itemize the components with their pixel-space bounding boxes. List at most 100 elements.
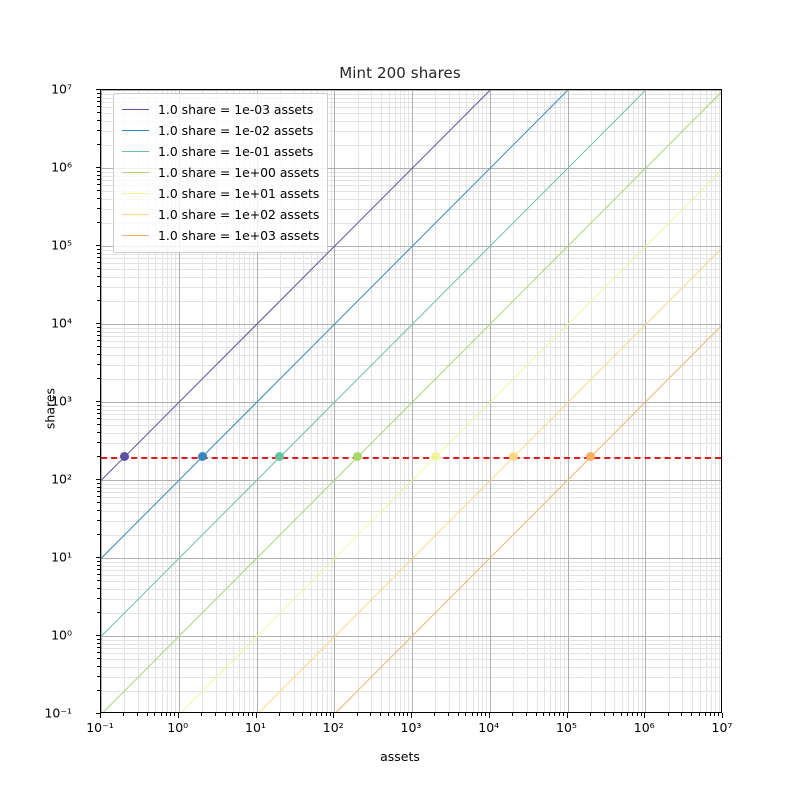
gridline-minor-y (101, 121, 721, 123)
y-tick-minor (97, 170, 100, 172)
x-tick-minor (302, 713, 304, 716)
gridline-minor-x (692, 90, 694, 712)
data-marker-0[interactable] (119, 452, 129, 462)
y-tick-minor (97, 574, 100, 576)
y-tick-major (95, 245, 100, 246)
data-marker-1[interactable] (197, 452, 207, 462)
legend-swatch-icon (122, 109, 149, 110)
x-tick-minor (170, 713, 172, 716)
x-tick-label: 10⁴ (478, 720, 500, 735)
y-tick-minor (97, 666, 100, 668)
gridline-minor-x (166, 90, 168, 712)
y-tick-minor (97, 299, 100, 301)
x-tick-label: 10⁷ (711, 720, 733, 735)
x-tick-minor (123, 713, 125, 716)
gridline-minor-y (101, 286, 721, 288)
gridline-minor-x (388, 90, 390, 712)
y-tick-minor (97, 101, 100, 103)
x-tick-minor (329, 713, 331, 716)
legend[interactable]: 1.0 share = 1e-03 assets 1.0 share = 1e-0… (113, 93, 329, 253)
y-tick-label: 10⁻¹ (44, 705, 72, 721)
gridline-minor-x (536, 90, 538, 712)
y-tick-minor (97, 418, 100, 420)
data-marker-3[interactable] (353, 452, 363, 462)
x-tick-minor (535, 713, 537, 716)
legend-item-4[interactable]: 1.0 share = 1e+01 assets (122, 183, 319, 204)
y-tick-minor (97, 276, 100, 278)
x-tick-minor (278, 713, 280, 716)
gridline-major-x (334, 90, 336, 712)
y-tick-minor (97, 441, 100, 443)
gridline-minor-x (550, 90, 552, 712)
gridline-minor-y (101, 598, 721, 600)
gridline-minor-x (668, 90, 670, 712)
gridline-minor-y (101, 102, 721, 104)
gridline-minor-y (101, 511, 721, 513)
legend-item-6[interactable]: 1.0 share = 1e+03 assets (122, 225, 319, 246)
data-marker-6[interactable] (586, 452, 596, 462)
gridline-minor-x (705, 90, 707, 712)
gridline-minor-x (710, 90, 712, 712)
data-marker-5[interactable] (508, 452, 518, 462)
gridline-minor-y (101, 253, 721, 255)
y-tick-minor (97, 257, 100, 259)
plot-area[interactable] (100, 89, 722, 713)
data-marker-4[interactable] (430, 452, 440, 462)
x-tick-minor (525, 713, 527, 716)
y-tick-major (95, 713, 100, 714)
x-tick-minor (667, 713, 669, 716)
x-tick-minor (627, 713, 628, 716)
x-tick-minor (238, 713, 240, 716)
y-tick-minor (97, 597, 100, 599)
y-tick-minor (97, 408, 100, 410)
legend-swatch-icon (122, 193, 149, 194)
x-tick-minor (471, 713, 473, 716)
x-tick-minor (709, 713, 711, 716)
data-marker-2[interactable] (275, 452, 285, 462)
y-tick-minor (97, 285, 100, 287)
gridline-minor-y (101, 185, 721, 187)
gridline-minor-y (101, 336, 721, 338)
legend-item-0[interactable]: 1.0 share = 1e-03 assets (122, 99, 319, 120)
x-tick-minor (387, 713, 389, 716)
gridline-minor-y (101, 191, 721, 193)
y-tick-minor (97, 346, 100, 348)
legend-item-5[interactable]: 1.0 share = 1e+02 assets (122, 204, 319, 225)
gridline-minor-y (101, 497, 721, 499)
x-tick-minor (589, 713, 591, 716)
x-tick-major (177, 713, 179, 718)
y-tick-minor (97, 486, 100, 488)
x-tick-minor (465, 713, 467, 716)
x-tick-minor (403, 713, 405, 716)
x-tick-minor (434, 713, 436, 716)
y-tick-minor (97, 92, 100, 94)
x-tick-major (488, 713, 490, 718)
legend-item-3[interactable]: 1.0 share = 1e+00 assets (122, 162, 319, 183)
legend-item-2[interactable]: 1.0 share = 1e-01 assets (122, 141, 319, 162)
y-tick-minor (97, 502, 100, 504)
gridline-minor-x (628, 90, 629, 712)
plot-inner (101, 90, 721, 712)
y-tick-minor (97, 248, 100, 250)
y-tick-major (95, 479, 100, 480)
x-tick-major (722, 713, 723, 718)
x-tick-label: 10³ (400, 720, 422, 735)
x-tick-minor (165, 713, 167, 716)
gridline-minor-x (357, 90, 359, 712)
legend-item-label: 1.0 share = 1e-02 assets (158, 123, 314, 138)
legend-item-1[interactable]: 1.0 share = 1e-02 assets (122, 120, 319, 141)
gridline-minor-x (486, 90, 488, 712)
gridline-minor-y (101, 208, 721, 210)
gridline-minor-y (101, 433, 721, 435)
gridline-minor-x (171, 90, 173, 712)
gridline-minor-y (101, 405, 721, 407)
gridline-minor-x (399, 90, 401, 712)
y-tick-minor (97, 120, 100, 122)
gridline-minor-y (101, 425, 721, 427)
gridline-major-x (645, 90, 647, 712)
y-tick-minor (97, 354, 100, 356)
gridline-minor-y (101, 180, 721, 182)
y-tick-minor (97, 207, 100, 209)
gridline-minor-x (555, 90, 557, 712)
y-tick-minor (97, 455, 100, 457)
